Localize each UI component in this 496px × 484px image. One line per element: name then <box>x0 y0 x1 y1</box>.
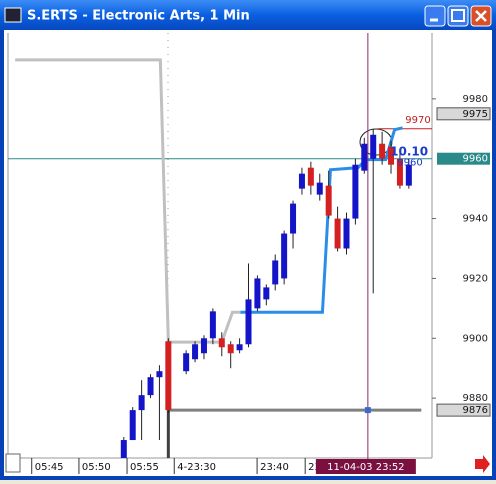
candle-body <box>272 260 279 285</box>
candle-body <box>236 344 243 351</box>
annotation: 9970 <box>405 115 430 126</box>
x-tick-label: 05:50 <box>82 462 111 473</box>
cursor-label-box <box>315 459 416 474</box>
candle-body <box>405 164 412 186</box>
window-title: S.ERTS - Electronic Arts, 1 Min <box>27 9 250 24</box>
candle-body <box>370 134 377 159</box>
candle-body <box>388 146 395 165</box>
price-tag-label: 9975 <box>463 109 488 120</box>
candle-body <box>129 410 136 441</box>
x-tick-label: 05:55 <box>130 462 159 473</box>
x-tick-label: 4-23:30 <box>177 462 216 473</box>
x-tick-label: 05:45 <box>35 462 64 473</box>
y-tick-label: 9920 <box>463 273 488 284</box>
candle-body <box>316 182 323 195</box>
candle-body <box>325 185 332 216</box>
last-price-tag <box>437 152 490 165</box>
cursor-label: 11-04-03 23:52 <box>327 462 404 473</box>
price-tag <box>436 403 491 417</box>
app-icon <box>4 7 22 23</box>
candle-body <box>200 338 207 354</box>
minimize-button[interactable] <box>424 5 446 27</box>
cursor-marker <box>364 407 371 414</box>
candle-body <box>218 338 225 348</box>
candle-body <box>334 218 341 249</box>
candle-body <box>379 143 386 159</box>
candle-body <box>147 377 154 396</box>
scroll-right-arrow[interactable] <box>475 455 490 473</box>
annotation: 9960 <box>397 158 422 169</box>
title-bar <box>0 0 496 30</box>
candle-body <box>281 233 288 279</box>
maximize-icon <box>451 9 465 22</box>
candle-body <box>343 218 350 249</box>
y-tick-label: 9940 <box>463 214 488 225</box>
candle-body <box>209 311 216 339</box>
candle-body <box>245 299 252 345</box>
candle-body <box>307 167 314 186</box>
candle-body <box>254 278 261 309</box>
candle-body <box>352 164 359 219</box>
candle-body <box>227 344 234 354</box>
candle-body <box>120 440 127 458</box>
y-tick-label: 9880 <box>463 393 488 404</box>
price-tag-label: 9876 <box>463 405 488 416</box>
annotation: 10.10 <box>390 144 428 158</box>
close-icon <box>475 10 487 22</box>
x-tick-label: 23:40 <box>260 462 289 473</box>
candle-body <box>156 371 163 378</box>
scroll-box[interactable] <box>5 453 21 473</box>
y-tick-label: 9900 <box>463 333 488 344</box>
window-buttons <box>424 5 492 27</box>
candle-body <box>396 158 403 186</box>
candle-body <box>298 173 305 189</box>
candle-body <box>361 143 368 171</box>
candle-body <box>192 344 199 360</box>
candle-body <box>290 203 297 234</box>
candle-body <box>165 341 172 411</box>
client-area <box>4 30 492 476</box>
x-tick-label: 23 <box>308 462 321 473</box>
candle-body <box>183 353 190 372</box>
candle-body <box>138 395 145 411</box>
candle-body <box>263 287 270 300</box>
last-price-label: 9960 <box>463 154 488 165</box>
price-tag <box>436 107 491 121</box>
y-tick-label: 9980 <box>463 94 488 105</box>
